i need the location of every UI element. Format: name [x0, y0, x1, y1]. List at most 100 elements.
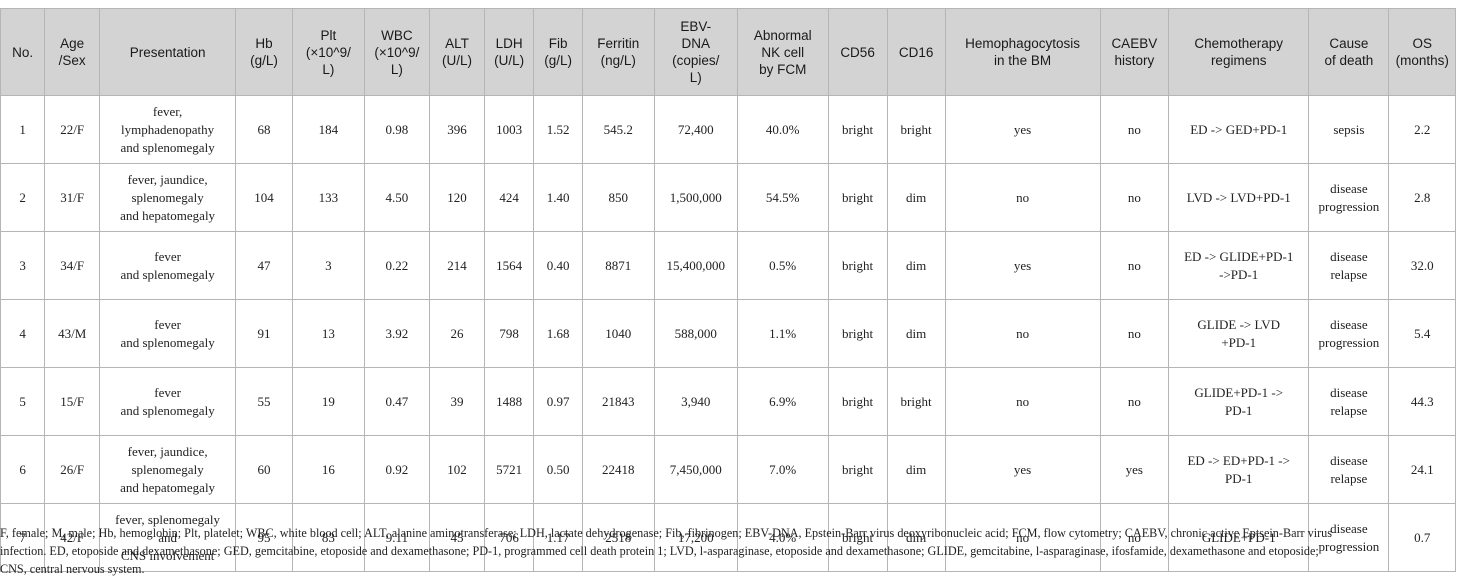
table-row: 2 31/F fever, jaundice, splenomegaly and h…: [0, 163, 1456, 232]
cell-cause-of-death: disease relapse: [1308, 231, 1390, 300]
cell-ebv-dna: 3,940: [653, 367, 738, 436]
cell-cd16: bright: [886, 95, 946, 164]
cell-ferritin: 2518: [581, 503, 655, 572]
cell-hb: 55: [235, 367, 294, 436]
cell-presentation: fever and splenomegaly: [99, 367, 237, 436]
header-cd56: CD56: [827, 8, 888, 96]
table-row: 3 34/F fever and splenomegaly 47 3 0.22 214 156…: [0, 231, 1456, 300]
cell-no: 5: [0, 367, 46, 436]
cell-cd56: bright: [827, 95, 888, 164]
cell-plt: 16: [292, 435, 365, 504]
cell-ebv-dna: 7,450,000: [653, 435, 738, 504]
cell-cause-of-death: disease progression: [1308, 503, 1390, 572]
cell-cd16: dim: [886, 231, 946, 300]
cell-chemotherapy: ED -> ED+PD-1 -> PD-1: [1168, 435, 1310, 504]
cell-hb: 95: [235, 503, 294, 572]
cell-presentation: fever, splenomegaly and CNS involvement: [99, 503, 237, 572]
header-wbc: WBC (×10^9/ L): [363, 8, 431, 96]
cell-presentation: fever, jaundice, splenomegaly and hepato…: [99, 163, 237, 232]
cell-no: 4: [0, 299, 46, 368]
cell-alt: 120: [429, 163, 485, 232]
cell-presentation: fever and splenomegaly: [99, 231, 237, 300]
cell-caebv: yes: [1099, 435, 1170, 504]
cell-wbc: 0.92: [363, 435, 431, 504]
cell-hemophagocytosis: no: [944, 503, 1101, 572]
footnote-line: infection. ED, etoposide and dexamethaso…: [0, 544, 1319, 558]
cell-fib: 1.40: [533, 163, 583, 232]
header-chemotherapy: Chemotherapy regimens: [1168, 8, 1310, 96]
header-cd16: CD16: [886, 8, 946, 96]
cell-ebv-dna: 1,500,000: [653, 163, 738, 232]
cell-fib: 0.50: [533, 435, 583, 504]
cell-cause-of-death: disease relapse: [1308, 367, 1390, 436]
cell-no: 3: [0, 231, 46, 300]
cell-plt: 19: [292, 367, 365, 436]
cell-alt: 45: [429, 503, 485, 572]
cell-os: 2.8: [1388, 163, 1456, 232]
patient-characteristics-table: No. Age /Sex Presentation Hb (g/L) Plt (…: [0, 8, 1456, 572]
cell-ldh: 1488: [483, 367, 535, 436]
cell-wbc: 3.92: [363, 299, 431, 368]
header-fib: Fib (g/L): [533, 8, 583, 96]
cell-cause-of-death: disease relapse: [1308, 435, 1390, 504]
cell-caebv: no: [1099, 95, 1170, 164]
cell-cd16: dim: [886, 435, 946, 504]
header-age-sex: Age /Sex: [44, 8, 101, 96]
cell-plt: 133: [292, 163, 365, 232]
table-row: 6 26/F fever, jaundice, splenomegaly and h…: [0, 435, 1456, 504]
cell-wbc: 0.98: [363, 95, 431, 164]
cell-cd56: bright: [827, 163, 888, 232]
cell-fib: 1.68: [533, 299, 583, 368]
cell-alt: 26: [429, 299, 485, 368]
cell-chemotherapy: LVD -> LVD+PD-1: [1168, 163, 1310, 232]
cell-plt: 83: [292, 503, 365, 572]
cell-cd16: dim: [886, 163, 946, 232]
cell-caebv: no: [1099, 163, 1170, 232]
cell-presentation: fever, jaundice, splenomegaly and hepato…: [99, 435, 237, 504]
cell-presentation: fever, lymphadenopathy and splenomegaly: [99, 95, 237, 164]
cell-hemophagocytosis: no: [944, 163, 1101, 232]
cell-hemophagocytosis: yes: [944, 231, 1101, 300]
cell-no: 6: [0, 435, 46, 504]
cell-no: 7: [0, 503, 46, 572]
cell-ldh: 798: [483, 299, 535, 368]
cell-ferritin: 545.2: [581, 95, 655, 164]
cell-alt: 214: [429, 231, 485, 300]
header-hb: Hb (g/L): [235, 8, 294, 96]
header-presentation: Presentation: [99, 8, 237, 96]
cell-ebv-dna: 15,400,000: [653, 231, 738, 300]
table-row: 7 42/F fever, splenomegaly and CNS involve…: [0, 503, 1456, 572]
header-os: OS (months): [1388, 8, 1456, 96]
cell-os: 0.7: [1388, 503, 1456, 572]
cell-hemophagocytosis: yes: [944, 95, 1101, 164]
cell-caebv: no: [1099, 299, 1170, 368]
cell-age-sex: 15/F: [44, 367, 101, 436]
cell-wbc: 9.11: [363, 503, 431, 572]
cell-age-sex: 22/F: [44, 95, 101, 164]
cell-chemotherapy: GLIDE+PD-1: [1168, 503, 1310, 572]
cell-presentation: fever and splenomegaly: [99, 299, 237, 368]
header-plt: Plt (×10^9/ L): [292, 8, 365, 96]
cell-caebv: no: [1099, 503, 1170, 572]
table-header-row: No. Age /Sex Presentation Hb (g/L) Plt (…: [0, 8, 1456, 96]
cell-cd56: bright: [827, 299, 888, 368]
cell-hemophagocytosis: no: [944, 367, 1101, 436]
cell-cd16: bright: [886, 367, 946, 436]
cell-fib: 0.40: [533, 231, 583, 300]
cell-ferritin: 1040: [581, 299, 655, 368]
header-alt: ALT (U/L): [429, 8, 485, 96]
cell-fib: 1.52: [533, 95, 583, 164]
cell-os: 24.1: [1388, 435, 1456, 504]
header-abnormal-nk: Abnormal NK cell by FCM: [736, 8, 829, 96]
cell-age-sex: 43/M: [44, 299, 101, 368]
cell-caebv: no: [1099, 231, 1170, 300]
cell-ebv-dna: 588,000: [653, 299, 738, 368]
cell-abnormal-nk: 1.1%: [736, 299, 829, 368]
cell-hb: 104: [235, 163, 294, 232]
cell-os: 32.0: [1388, 231, 1456, 300]
cell-hb: 91: [235, 299, 294, 368]
cell-chemotherapy: ED -> GED+PD-1: [1168, 95, 1310, 164]
cell-age-sex: 31/F: [44, 163, 101, 232]
cell-os: 44.3: [1388, 367, 1456, 436]
cell-ferritin: 21843: [581, 367, 655, 436]
